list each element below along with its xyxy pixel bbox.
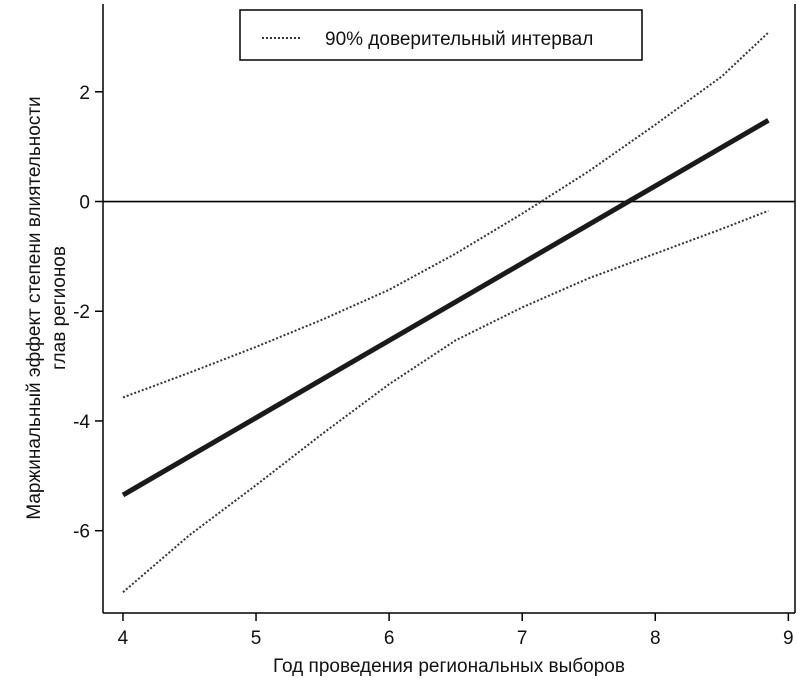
y-axis-title-line-1: Маржинальный эффект степени влиятельност…: [24, 96, 45, 519]
x-tick-label: 9: [783, 628, 794, 649]
legend: 90% доверительный интервал: [239, 9, 643, 61]
x-tick-label: 4: [118, 628, 129, 649]
x-axis-ticks: 4 5 6 7 8 9: [118, 613, 794, 649]
legend-label: 90% доверительный интервал: [325, 29, 593, 50]
y-tick-label: -4: [73, 412, 90, 433]
y-tick-label: -6: [73, 522, 90, 543]
lower-confidence-bound-line: [122, 209, 769, 593]
marginal-effect-line: [121, 118, 770, 498]
x-tick-label: 8: [650, 628, 661, 649]
x-axis-title: Год проведения региональных выборов: [273, 656, 625, 677]
x-tick-label: 7: [517, 628, 528, 649]
x-tick-label: 6: [384, 628, 395, 649]
upper-confidence-bound-line: [122, 31, 770, 399]
y-tick-label: -2: [73, 302, 90, 323]
y-tick-label: 2: [79, 83, 90, 104]
y-tick-label: 0: [79, 193, 90, 214]
y-axis-title-line-2: глав регионов: [49, 246, 70, 370]
y-axis-ticks: -6 -4 -2 0 2: [73, 83, 103, 543]
legend-box: [239, 9, 643, 61]
x-tick-label: 5: [251, 628, 262, 649]
